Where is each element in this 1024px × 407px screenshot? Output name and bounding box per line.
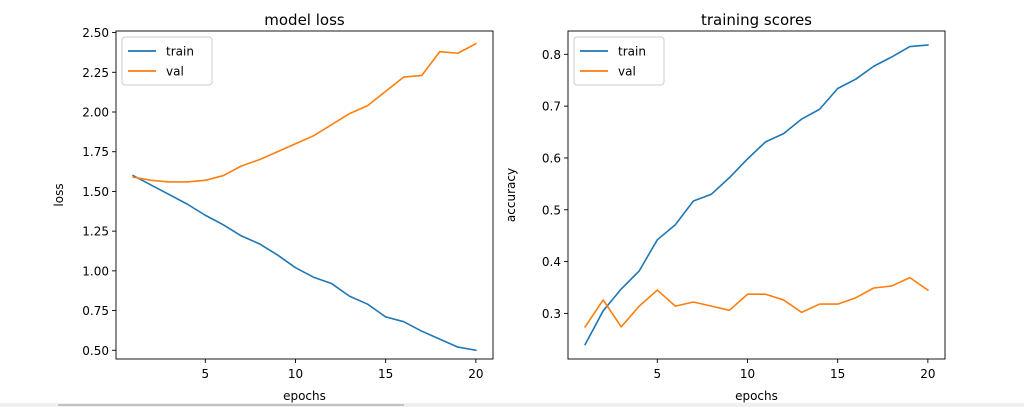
x-tick-label: 10: [288, 367, 303, 381]
y-tick-label: 0.75: [82, 304, 109, 318]
series-line-val: [584, 276, 929, 328]
legend-label-val: val: [618, 65, 636, 79]
y-tick-label: 1.75: [82, 145, 109, 159]
axes-frame: [567, 30, 946, 360]
x-tick-label: 20: [920, 367, 935, 381]
y-tick-label: 2.25: [82, 66, 109, 80]
x-tick-label: 10: [740, 367, 755, 381]
series-line-train: [132, 174, 477, 352]
series-line-train: [584, 44, 929, 346]
model-loss-plot: 5 10 15 20 0.50 0.75 1.00 1.25 1.50 1.75 2.00 2.25 2…: [52, 11, 494, 403]
y-tick-label: 0.6: [542, 151, 561, 165]
y-tick-label: 0.50: [82, 344, 109, 358]
legend-label-val: val: [166, 65, 184, 79]
chart-title: model loss: [264, 11, 345, 29]
y-tick-label: 1.50: [82, 185, 109, 199]
x-tick-label: 15: [830, 367, 845, 381]
x-tick-label: 15: [378, 367, 393, 381]
x-axis-label: epochs: [283, 389, 326, 403]
y-tick-label: 0.7: [542, 100, 561, 114]
x-tick-label: 5: [653, 367, 661, 381]
legend: train val: [121, 36, 213, 86]
y-tick-label: 0.3: [542, 307, 561, 321]
horizontal-scrollbar[interactable]: [0, 403, 1024, 407]
y-tick-label: 1.00: [82, 264, 109, 278]
legend: train val: [573, 36, 665, 86]
y-axis-label: accuracy: [504, 168, 518, 222]
y-tick-label: 0.8: [542, 48, 561, 62]
axes-frame: [115, 30, 494, 360]
legend-box: [121, 36, 213, 86]
x-tick-label: 5: [201, 367, 209, 381]
legend-label-train: train: [618, 45, 646, 59]
y-tick-label: 1.25: [82, 225, 109, 239]
y-tick-label: 2.00: [82, 106, 109, 120]
training-scores-plot: 5 10 15 20 0.3 0.4 0.5 0.6 0.7 0.8 training scores…: [504, 11, 946, 403]
series-line-val: [132, 42, 477, 183]
legend-box: [573, 36, 665, 86]
x-axis-label: epochs: [735, 389, 778, 403]
scrollbar-thumb[interactable]: [58, 404, 404, 406]
legend-label-train: train: [166, 45, 194, 59]
y-tick-label: 0.5: [542, 203, 561, 217]
y-tick-label: 2.50: [82, 26, 109, 40]
y-tick-label: 0.4: [542, 255, 561, 269]
chart-title: training scores: [701, 11, 812, 29]
x-tick-label: 20: [468, 367, 483, 381]
y-axis-label: loss: [52, 183, 66, 206]
